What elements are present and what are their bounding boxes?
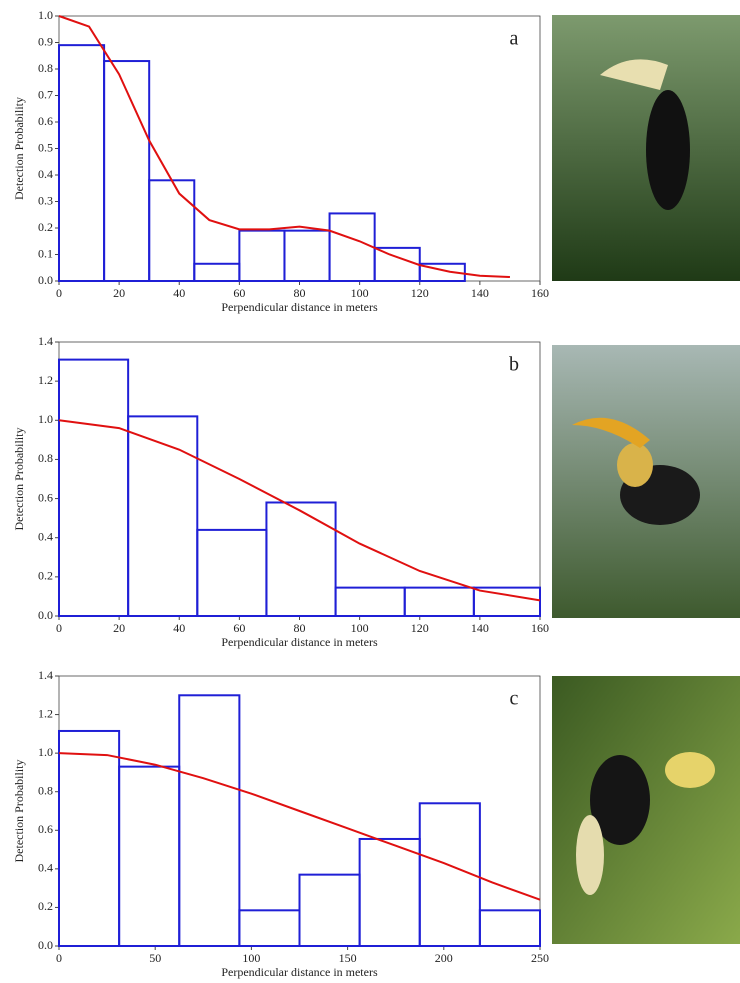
histogram-bar: [127, 415, 199, 617]
y-tick-label: 1.2: [38, 373, 53, 387]
histogram-bar: [472, 586, 541, 617]
y-tick-label: 0.4: [38, 861, 53, 875]
histogram-bar: [265, 501, 337, 617]
x-tick-label: 60: [233, 286, 245, 300]
histogram-bar: [148, 179, 196, 282]
x-tick-label: 140: [471, 621, 489, 635]
x-tick-label: 120: [411, 621, 429, 635]
x-tick-label: 40: [173, 286, 185, 300]
y-tick-label: 0.3: [38, 193, 53, 207]
y-tick-label: 1.4: [38, 334, 53, 348]
y-tick-label: 1.2: [38, 706, 53, 720]
x-tick-label: 140: [471, 286, 489, 300]
histogram-bar: [178, 694, 241, 947]
x-axis-label: Perpendicular distance in meters: [221, 300, 378, 314]
x-tick-label: 160: [531, 621, 549, 635]
y-tick-label: 0.0: [38, 938, 53, 952]
x-tick-label: 60: [233, 621, 245, 635]
y-axis-label: Detection Probability: [12, 428, 26, 531]
y-tick-label: 0.0: [38, 273, 53, 287]
y-axis-label: Detection Probability: [12, 760, 26, 863]
y-tick-label: 1.0: [38, 745, 53, 759]
histogram-bar: [118, 765, 181, 948]
y-tick-label: 0.0: [38, 608, 53, 622]
y-tick-label: 1.0: [38, 412, 53, 426]
x-tick-label: 150: [339, 951, 357, 965]
histogram-bar: [238, 909, 301, 947]
histogram-bar: [58, 358, 130, 617]
plot-frame: [58, 15, 541, 282]
y-tick-label: 0.6: [38, 822, 53, 836]
photo: [552, 15, 740, 281]
y-tick-label: 0.9: [38, 34, 53, 48]
histogram-bar: [418, 802, 481, 947]
fitted-curve: [58, 419, 541, 602]
x-tick-label: 100: [351, 286, 369, 300]
y-tick-label: 0.2: [38, 569, 53, 583]
plot-frame: [58, 341, 541, 617]
x-tick-label: 100: [242, 951, 260, 965]
x-tick-label: 0: [56, 286, 62, 300]
x-tick-label: 250: [531, 951, 549, 965]
panel-label: b: [509, 354, 519, 376]
histogram-bar: [334, 586, 406, 617]
fitted-curve: [58, 752, 541, 901]
histogram-bar: [328, 212, 376, 282]
y-tick-label: 0.2: [38, 220, 53, 234]
y-tick-label: 0.2: [38, 899, 53, 913]
histogram-bar: [58, 729, 121, 948]
histogram-bar: [478, 909, 541, 947]
x-tick-label: 0: [56, 951, 62, 965]
x-tick-label: 200: [435, 951, 453, 965]
histogram-bar: [283, 229, 331, 282]
histogram-bar: [358, 837, 421, 948]
y-tick-label: 0.8: [38, 61, 53, 75]
histogram-bar: [196, 528, 268, 618]
fitted-curve: [58, 15, 510, 279]
y-tick-label: 1.0: [38, 8, 53, 22]
x-tick-label: 50: [149, 951, 161, 965]
histogram-bar: [403, 586, 475, 617]
histogram-bar: [373, 246, 421, 282]
y-tick-label: 0.6: [38, 490, 53, 504]
x-tick-label: 20: [113, 286, 125, 300]
x-tick-label: 80: [294, 621, 306, 635]
y-tick-label: 0.8: [38, 783, 53, 797]
histogram-bar: [193, 262, 241, 282]
photo: [552, 345, 740, 618]
x-tick-label: 40: [173, 621, 185, 635]
x-tick-label: 80: [294, 286, 306, 300]
x-axis-label: Perpendicular distance in meters: [221, 965, 378, 979]
histogram-bar: [298, 873, 361, 948]
histogram-bar: [418, 262, 466, 282]
y-tick-label: 0.4: [38, 529, 53, 543]
x-tick-label: 20: [113, 621, 125, 635]
y-tick-label: 0.6: [38, 114, 53, 128]
panel-label: a: [510, 28, 519, 50]
y-tick-label: 0.7: [38, 87, 53, 101]
y-tick-label: 0.5: [38, 140, 53, 154]
x-tick-label: 160: [531, 286, 549, 300]
histogram-bar: [238, 229, 286, 282]
histogram-bar: [58, 44, 106, 283]
panel-label: c: [510, 688, 519, 710]
y-tick-label: 0.1: [38, 246, 53, 260]
x-tick-label: 100: [351, 621, 369, 635]
x-axis-label: Perpendicular distance in meters: [221, 635, 378, 649]
x-tick-label: 0: [56, 621, 62, 635]
y-tick-label: 0.8: [38, 451, 53, 465]
y-tick-label: 1.4: [38, 668, 53, 682]
x-tick-label: 120: [411, 286, 429, 300]
y-tick-label: 0.4: [38, 167, 53, 181]
y-axis-label: Detection Probability: [12, 97, 26, 200]
histogram-bar: [103, 60, 151, 282]
photo: [552, 676, 740, 944]
